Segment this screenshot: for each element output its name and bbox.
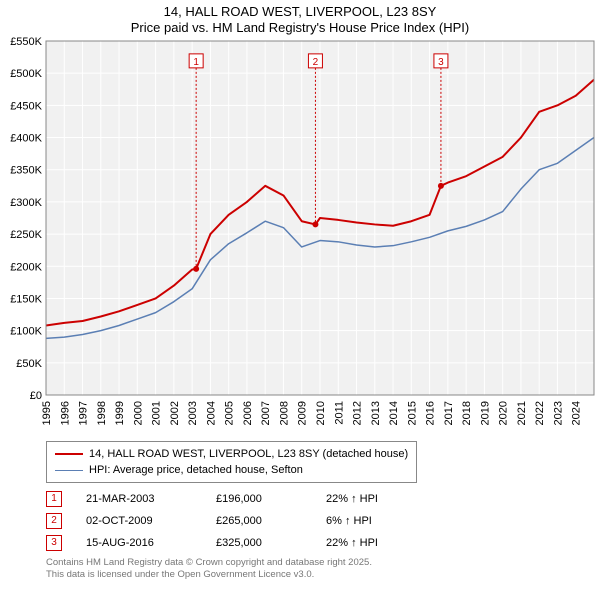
svg-text:£0: £0 [30,390,42,402]
chart-container: 14, HALL ROAD WEST, LIVERPOOL, L23 8SY P… [0,0,600,590]
svg-text:1998: 1998 [96,401,108,425]
legend-item: 14, HALL ROAD WEST, LIVERPOOL, L23 8SY (… [55,446,408,462]
svg-text:1995: 1995 [41,401,53,425]
svg-text:2008: 2008 [278,401,290,425]
svg-text:2016: 2016 [425,401,437,425]
sale-price: £325,000 [216,537,326,549]
svg-text:2002: 2002 [169,401,181,425]
legend-swatch [55,470,83,471]
svg-text:2005: 2005 [224,401,236,425]
svg-text:1997: 1997 [78,401,90,425]
svg-text:2022: 2022 [534,401,546,425]
sale-pct: 22% ↑ HPI [326,493,416,505]
svg-text:£100K: £100K [10,326,42,338]
title-line2: Price paid vs. HM Land Registry's House … [0,20,600,35]
legend-label: 14, HALL ROAD WEST, LIVERPOOL, L23 8SY (… [89,446,408,462]
svg-text:1999: 1999 [114,401,126,425]
svg-text:2023: 2023 [552,401,564,425]
title-line1: 14, HALL ROAD WEST, LIVERPOOL, L23 8SY [0,4,600,19]
sale-date: 21-MAR-2003 [86,493,216,505]
svg-text:2012: 2012 [352,401,364,425]
sale-marker: 1 [46,491,62,507]
sale-price: £196,000 [216,493,326,505]
footer: Contains HM Land Registry data © Crown c… [46,557,600,582]
svg-text:£550K: £550K [10,36,42,48]
sale-price: £265,000 [216,515,326,527]
footer-line1: Contains HM Land Registry data © Crown c… [46,557,600,569]
svg-text:2019: 2019 [479,401,491,425]
svg-text:£250K: £250K [10,229,42,241]
svg-text:2011: 2011 [333,401,345,425]
svg-text:2017: 2017 [443,401,455,425]
svg-text:£150K: £150K [10,293,42,305]
svg-text:2001: 2001 [151,401,163,425]
svg-text:2007: 2007 [260,401,272,425]
legend-swatch [55,453,83,455]
svg-text:3: 3 [438,57,444,68]
sale-pct: 22% ↑ HPI [326,537,416,549]
legend: 14, HALL ROAD WEST, LIVERPOOL, L23 8SY (… [46,441,417,483]
svg-text:2018: 2018 [461,401,473,425]
svg-text:2009: 2009 [297,401,309,425]
sale-row: 1 21-MAR-2003£196,00022% ↑ HPI [46,491,600,507]
footer-line2: This data is licensed under the Open Gov… [46,569,600,581]
svg-text:2010: 2010 [315,401,327,425]
legend-label: HPI: Average price, detached house, Seft… [89,462,303,478]
svg-text:1: 1 [193,57,199,68]
svg-text:£400K: £400K [10,133,42,145]
svg-text:2006: 2006 [242,401,254,425]
sale-marker: 3 [46,535,62,551]
svg-text:2000: 2000 [132,401,144,425]
line-chart-svg: 1 2 3 £0 £50K £100K £150K £200K £250K £300K £350K £… [0,35,600,433]
sale-row: 2 02-OCT-2009£265,0006% ↑ HPI [46,513,600,529]
svg-text:1996: 1996 [59,401,71,425]
svg-text:£350K: £350K [10,165,42,177]
svg-text:£450K: £450K [10,100,42,112]
svg-text:£200K: £200K [10,261,42,273]
svg-text:2020: 2020 [498,401,510,425]
title-block: 14, HALL ROAD WEST, LIVERPOOL, L23 8SY P… [0,0,600,35]
chart-area: 1 2 3 £0 £50K £100K £150K £200K £250K £300K £350K £… [0,35,600,435]
svg-text:2014: 2014 [388,401,400,425]
sale-date: 15-AUG-2016 [86,537,216,549]
svg-text:2004: 2004 [205,401,217,425]
svg-text:2021: 2021 [516,401,528,425]
svg-text:2003: 2003 [187,401,199,425]
sale-pct: 6% ↑ HPI [326,515,416,527]
svg-text:2015: 2015 [406,401,418,425]
sale-marker: 2 [46,513,62,529]
svg-text:2: 2 [313,57,319,68]
sales-table: 121-MAR-2003£196,00022% ↑ HPI202-OCT-200… [46,491,600,551]
svg-text:2013: 2013 [370,401,382,425]
sale-date: 02-OCT-2009 [86,515,216,527]
svg-text:£50K: £50K [16,358,42,370]
svg-text:£300K: £300K [10,197,42,209]
svg-text:£500K: £500K [10,68,42,80]
legend-item: HPI: Average price, detached house, Seft… [55,462,408,478]
svg-text:2024: 2024 [571,401,583,425]
sale-row: 3 15-AUG-2016£325,00022% ↑ HPI [46,535,600,551]
